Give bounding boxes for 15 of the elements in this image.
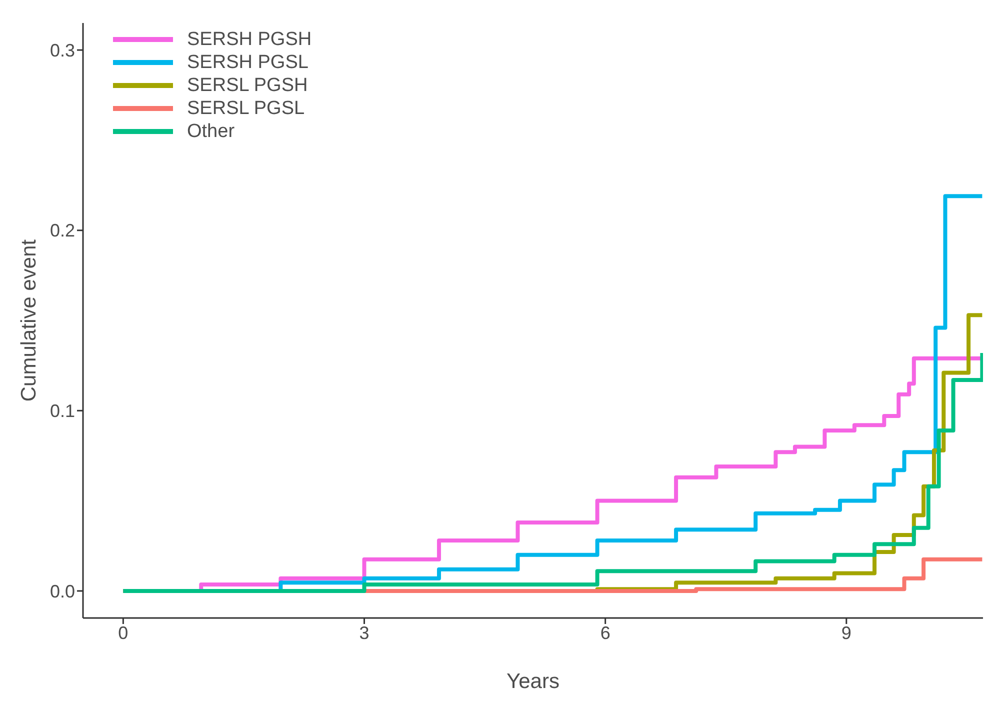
- legend-label: SERSH PGSL: [187, 52, 308, 74]
- x-axis-title: Years: [506, 670, 560, 693]
- legend-label: Other: [187, 120, 235, 142]
- x-tick-label: 9: [841, 622, 852, 643]
- legend-label: SERSL PGSL: [187, 98, 305, 120]
- x-tick-label: 6: [600, 622, 610, 643]
- legend-label: SERSL PGSH: [187, 74, 308, 96]
- y-tick-label: 0.0: [50, 581, 75, 602]
- x-tick-label: 3: [359, 622, 370, 643]
- y-axis-title: Cumulative event: [17, 239, 40, 402]
- x-tick-label: 0: [118, 622, 128, 643]
- y-tick-label: 0.1: [50, 401, 75, 422]
- y-tick-label: 0.2: [50, 220, 75, 241]
- y-tick-label: 0.3: [50, 40, 75, 60]
- legend-label: SERSH PGSH: [187, 28, 312, 50]
